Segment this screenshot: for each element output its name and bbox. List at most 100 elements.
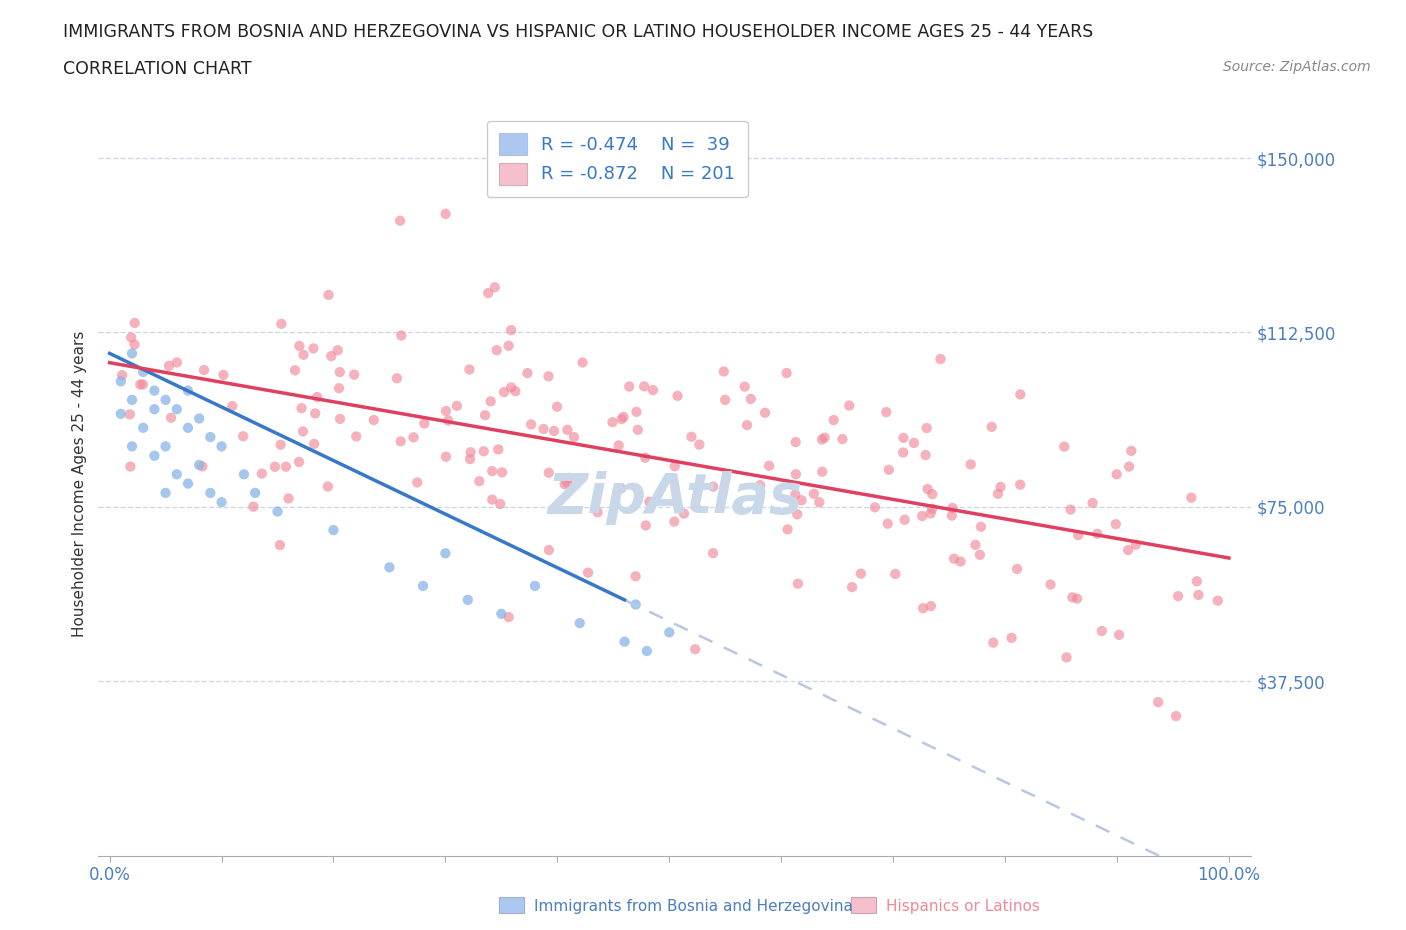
Point bbox=[624, 569, 647, 584]
Point bbox=[814, 431, 837, 445]
Point bbox=[274, 459, 297, 474]
Point bbox=[385, 371, 408, 386]
Point bbox=[1056, 650, 1078, 665]
Point bbox=[143, 402, 166, 417]
Point bbox=[877, 462, 900, 477]
Point bbox=[965, 538, 987, 552]
Point bbox=[942, 551, 965, 566]
Point bbox=[479, 394, 502, 409]
Point bbox=[841, 579, 863, 594]
Point bbox=[302, 341, 325, 356]
Point bbox=[288, 455, 311, 470]
Point bbox=[250, 466, 273, 481]
Point bbox=[1180, 490, 1202, 505]
Point bbox=[785, 434, 807, 449]
Point bbox=[714, 392, 737, 407]
Point bbox=[1125, 538, 1147, 552]
Point bbox=[683, 642, 706, 657]
Point bbox=[120, 330, 142, 345]
Point bbox=[111, 367, 134, 382]
Point bbox=[713, 364, 735, 379]
Point bbox=[177, 383, 200, 398]
Point bbox=[790, 493, 813, 508]
Point bbox=[110, 374, 132, 389]
Point bbox=[363, 413, 385, 428]
Point bbox=[389, 213, 412, 228]
Point bbox=[118, 407, 141, 422]
Point bbox=[177, 420, 200, 435]
Point bbox=[959, 457, 981, 472]
Point bbox=[929, 352, 952, 366]
Text: ZipAtlas: ZipAtlas bbox=[547, 472, 803, 525]
Point bbox=[232, 467, 254, 482]
Point bbox=[633, 379, 655, 393]
Point bbox=[754, 405, 776, 420]
Point bbox=[484, 280, 506, 295]
Point bbox=[413, 416, 436, 431]
Point bbox=[200, 485, 222, 500]
Point bbox=[1105, 517, 1128, 532]
Point bbox=[884, 566, 907, 581]
Point bbox=[501, 323, 523, 338]
Point bbox=[124, 315, 146, 330]
Point bbox=[537, 369, 560, 384]
Point bbox=[641, 382, 664, 397]
Point bbox=[949, 554, 972, 569]
Point bbox=[501, 380, 523, 395]
Point bbox=[1053, 439, 1076, 454]
Point bbox=[914, 447, 936, 462]
Point bbox=[568, 616, 591, 631]
Point bbox=[322, 523, 344, 538]
Point bbox=[1206, 593, 1229, 608]
Text: IMMIGRANTS FROM BOSNIA AND HERZEGOVINA VS HISPANIC OR LATINO HOUSEHOLDER INCOME : IMMIGRANTS FROM BOSNIA AND HERZEGOVINA V… bbox=[63, 23, 1094, 41]
Point bbox=[343, 367, 366, 382]
Point bbox=[702, 479, 724, 494]
Point bbox=[1185, 574, 1208, 589]
Point bbox=[1039, 578, 1062, 592]
Point bbox=[212, 367, 235, 382]
Point bbox=[143, 383, 166, 398]
Point bbox=[264, 459, 287, 474]
Point bbox=[917, 482, 939, 497]
Point bbox=[981, 635, 1004, 650]
Point bbox=[120, 459, 142, 474]
Point bbox=[787, 577, 810, 591]
Point bbox=[491, 465, 513, 480]
Point bbox=[921, 501, 943, 516]
Point bbox=[634, 518, 657, 533]
Point bbox=[554, 477, 576, 492]
Point bbox=[520, 417, 543, 432]
Point bbox=[823, 413, 845, 428]
Point bbox=[270, 316, 292, 331]
Point bbox=[586, 505, 609, 520]
Point bbox=[626, 405, 648, 419]
Point bbox=[498, 610, 520, 625]
Point bbox=[1010, 477, 1032, 492]
Point bbox=[1081, 496, 1104, 511]
Point bbox=[537, 542, 560, 557]
Point bbox=[472, 444, 495, 458]
Point bbox=[329, 365, 352, 379]
Point bbox=[636, 644, 658, 658]
Point bbox=[619, 379, 641, 394]
Point bbox=[571, 355, 593, 370]
Point bbox=[613, 634, 636, 649]
Text: Hispanics or Latinos: Hispanics or Latinos bbox=[886, 899, 1039, 914]
Point bbox=[291, 401, 314, 416]
Point bbox=[193, 363, 215, 378]
Point bbox=[1059, 502, 1081, 517]
Point bbox=[232, 429, 254, 444]
Point bbox=[243, 485, 266, 500]
Point bbox=[457, 592, 479, 607]
Point bbox=[468, 473, 491, 488]
Point bbox=[557, 422, 579, 437]
FancyBboxPatch shape bbox=[851, 897, 876, 913]
Point bbox=[157, 358, 180, 373]
Point bbox=[666, 389, 689, 404]
Point bbox=[980, 419, 1002, 434]
Point bbox=[378, 560, 401, 575]
Text: CORRELATION CHART: CORRELATION CHART bbox=[63, 60, 252, 78]
Point bbox=[808, 495, 831, 510]
Point bbox=[903, 435, 925, 450]
Point bbox=[505, 384, 527, 399]
